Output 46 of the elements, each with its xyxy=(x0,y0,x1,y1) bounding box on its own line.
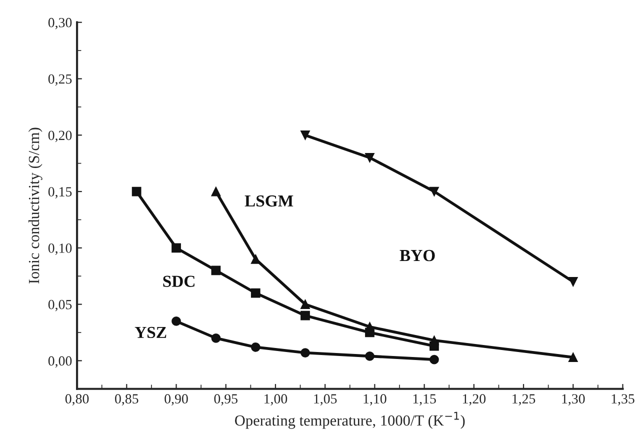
point xyxy=(300,130,310,140)
series-label: SDC xyxy=(163,276,194,287)
x-tick-label: 1,05 xyxy=(314,394,337,406)
x-axis-title: Operating temperature, 1000/T (K$^{−1}$) xyxy=(235,412,465,429)
point xyxy=(430,336,439,346)
point xyxy=(211,186,221,196)
point xyxy=(250,342,260,352)
x-tick-label: 1,20 xyxy=(462,394,486,406)
point xyxy=(300,300,310,309)
series-label: YSZ xyxy=(134,326,166,338)
point xyxy=(365,322,374,332)
point xyxy=(568,352,578,362)
x-tick-label: 1,10 xyxy=(364,394,386,406)
x-tick-label: 1,30 xyxy=(562,394,585,406)
series-label: LSGM xyxy=(244,195,294,207)
y-tick-label: 0,05 xyxy=(48,300,72,312)
point xyxy=(365,351,374,361)
point xyxy=(172,316,181,326)
y-tick-label: 0,25 xyxy=(48,74,72,86)
x-tick-label: 1,00 xyxy=(264,394,288,406)
point xyxy=(250,288,260,298)
y-tick-label: 0,00 xyxy=(48,356,72,368)
point xyxy=(568,277,578,286)
point xyxy=(365,153,374,162)
point xyxy=(430,354,439,364)
y-axis-title: Ionic conductivity (S/cm) xyxy=(28,128,42,284)
x-tick-label: 0,95 xyxy=(214,394,238,406)
point xyxy=(430,186,439,196)
x-tick-label: 1,15 xyxy=(413,394,436,406)
point xyxy=(300,348,310,358)
y-tick-label: 0,30 xyxy=(48,18,72,30)
point xyxy=(211,333,221,343)
x-tick-label: 0,90 xyxy=(164,394,188,406)
point xyxy=(250,254,260,264)
y-tick-label: 0,20 xyxy=(48,130,72,142)
point xyxy=(300,310,310,320)
y-tick-label: 0,10 xyxy=(48,243,72,255)
x-tick-label: 1,25 xyxy=(512,394,536,406)
x-tick-label: 0,80 xyxy=(65,394,89,406)
y-tick-label: 0,15 xyxy=(48,187,72,198)
text: BYO xyxy=(400,250,435,262)
x-tick-label: 0,85 xyxy=(115,394,138,406)
point xyxy=(211,266,221,276)
point xyxy=(132,186,142,196)
point xyxy=(172,243,181,253)
x-tick-label: 1,35 xyxy=(612,394,634,406)
